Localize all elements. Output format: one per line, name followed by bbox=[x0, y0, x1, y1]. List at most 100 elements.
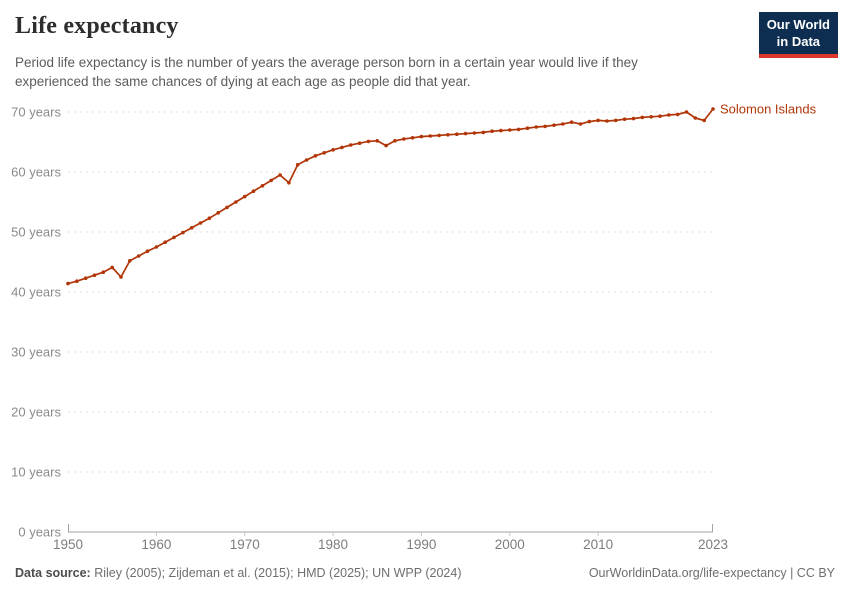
x-axis-label: 2000 bbox=[495, 537, 525, 552]
data-point bbox=[83, 276, 88, 281]
y-axis-label: 40 years bbox=[11, 285, 61, 300]
data-point bbox=[189, 226, 194, 230]
data-point bbox=[490, 129, 494, 133]
data-point bbox=[614, 118, 618, 123]
data-point bbox=[384, 143, 388, 148]
data-point bbox=[472, 131, 477, 135]
data-point bbox=[242, 194, 247, 199]
page-title: Life expectancy bbox=[15, 13, 179, 39]
data-point bbox=[225, 205, 229, 210]
data-point bbox=[136, 254, 141, 258]
credit-link[interactable]: OurWorldinData.org/life-expectancy | CC … bbox=[588, 566, 835, 580]
data-point bbox=[366, 139, 371, 144]
data-point bbox=[128, 259, 132, 263]
data-point bbox=[402, 137, 406, 141]
data-point bbox=[198, 221, 203, 225]
data-point bbox=[393, 139, 397, 143]
data-point bbox=[578, 122, 583, 126]
data-point bbox=[649, 115, 653, 119]
y-axis-label: 0 years bbox=[18, 525, 61, 540]
y-axis-label: 50 years bbox=[11, 225, 61, 240]
data-point bbox=[287, 181, 291, 185]
data-point bbox=[569, 120, 574, 124]
y-axis-label: 60 years bbox=[11, 165, 61, 180]
data-point bbox=[110, 265, 114, 270]
data-point bbox=[66, 281, 70, 286]
data-point bbox=[534, 125, 539, 129]
data-point bbox=[428, 134, 433, 138]
data-point bbox=[543, 124, 547, 129]
data-point bbox=[172, 235, 176, 240]
x-axis-label: 1970 bbox=[230, 537, 260, 552]
data-point bbox=[101, 270, 106, 275]
data-point bbox=[631, 116, 636, 121]
data-point bbox=[154, 245, 159, 249]
data-point bbox=[419, 134, 424, 139]
chart-footer: Data source: Riley (2005); Zijdeman et a… bbox=[15, 566, 835, 580]
owid-logo[interactable]: Our World in Data bbox=[758, 12, 838, 59]
data-point bbox=[313, 154, 318, 158]
data-point bbox=[410, 136, 415, 140]
data-point bbox=[163, 240, 167, 244]
data-point bbox=[622, 117, 627, 121]
data-point bbox=[234, 200, 238, 204]
data-point bbox=[216, 211, 220, 215]
data-point bbox=[658, 114, 662, 118]
data-point bbox=[667, 113, 671, 117]
data-point bbox=[640, 115, 645, 120]
data-point bbox=[499, 128, 503, 133]
data-point bbox=[711, 107, 715, 111]
data-source-list[interactable]: Riley (2005); Zijdeman et al. (2015); HM… bbox=[94, 566, 462, 580]
data-point bbox=[207, 216, 212, 220]
data-point bbox=[260, 184, 265, 188]
entity-label[interactable]: Solomon Islands bbox=[720, 102, 817, 117]
data-point bbox=[596, 118, 600, 123]
y-axis-label: 10 years bbox=[11, 465, 61, 480]
data-point bbox=[375, 139, 380, 143]
data-point bbox=[119, 275, 123, 279]
data-point bbox=[525, 126, 530, 130]
logo-line1: Our World bbox=[766, 17, 830, 32]
series-line[interactable] bbox=[67, 108, 714, 285]
data-point bbox=[481, 130, 486, 135]
data-point bbox=[304, 158, 309, 162]
logo-line2: in Data bbox=[776, 33, 821, 49]
x-axis-label: 2010 bbox=[583, 537, 613, 552]
data-point bbox=[75, 279, 79, 284]
data-source: Data source: Riley (2005); Zijdeman et a… bbox=[15, 566, 462, 580]
data-point bbox=[145, 249, 150, 253]
data-point bbox=[508, 128, 512, 132]
data-point bbox=[605, 119, 609, 123]
x-axis-label: 1960 bbox=[141, 537, 171, 552]
y-axis-label: 30 years bbox=[11, 345, 61, 360]
data-point bbox=[684, 110, 689, 114]
data-point bbox=[455, 132, 459, 136]
data-point bbox=[463, 131, 468, 136]
data-point bbox=[587, 119, 592, 124]
data-point bbox=[561, 122, 565, 126]
x-axis-label: 2023 bbox=[698, 537, 728, 552]
data-point bbox=[702, 118, 706, 123]
data-point bbox=[357, 141, 362, 145]
chart-subtitle: Period life expectancy is the number of … bbox=[15, 55, 638, 90]
data-point bbox=[295, 163, 300, 167]
data-point bbox=[92, 273, 97, 278]
data-point bbox=[251, 189, 256, 193]
data-point bbox=[675, 112, 680, 117]
data-point bbox=[516, 127, 521, 132]
data-point bbox=[693, 116, 698, 120]
x-axis-label: 1980 bbox=[318, 537, 348, 552]
data-point bbox=[331, 148, 335, 152]
x-axis-label: 1950 bbox=[53, 537, 83, 552]
data-point bbox=[278, 173, 282, 177]
y-axis-label: 20 years bbox=[11, 405, 61, 420]
data-point bbox=[269, 178, 274, 183]
data-source-label: Data source: bbox=[15, 566, 91, 580]
data-point bbox=[552, 123, 556, 127]
data-point bbox=[437, 133, 441, 138]
y-axis-label: 70 years bbox=[11, 105, 61, 120]
data-point bbox=[181, 230, 185, 235]
data-point bbox=[446, 133, 450, 137]
